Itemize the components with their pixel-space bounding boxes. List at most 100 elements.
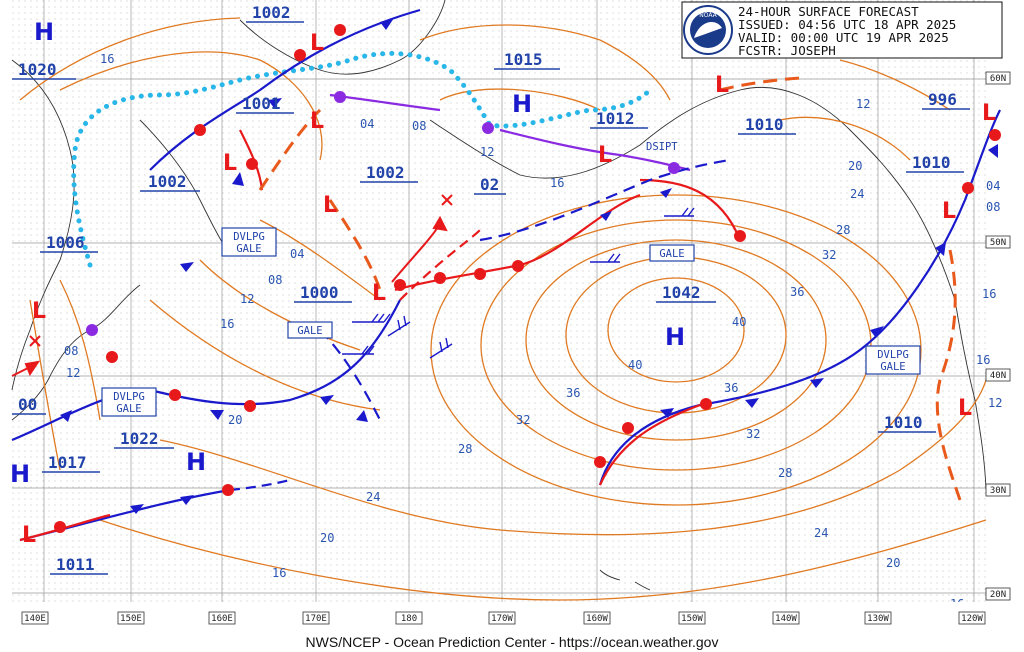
high-center: H: [512, 90, 532, 118]
isobar-value-labels: 16 04 08 12 16 12 20 24 04 08 12 16 08 1…: [64, 52, 1002, 611]
longitude-label: 140W: [775, 614, 797, 624]
isobar-value: 24: [814, 526, 828, 540]
latitude-label: 40N: [990, 371, 1006, 381]
isobar-value: 16: [272, 566, 286, 580]
storm-tracks: [11, 215, 448, 377]
isobar-value: 04: [986, 179, 1000, 193]
warning-text: DVLPG GALE: [113, 391, 145, 415]
longitude-label: 180: [401, 614, 417, 624]
wind-barbs: [342, 207, 695, 359]
isobar-value: 36: [724, 381, 738, 395]
low-center: L: [982, 101, 996, 126]
fronts: [11, 8, 1001, 542]
warning-text: DVLPG GALE: [877, 349, 909, 373]
isobar-value: 20: [320, 531, 334, 545]
pressure-label: 1042: [662, 283, 701, 302]
longitude-label: 160W: [586, 614, 608, 624]
latitude-label: 30N: [990, 486, 1006, 496]
isobar-value: 32: [516, 413, 530, 427]
low-center: L: [32, 299, 46, 324]
isobar-value: 28: [836, 223, 850, 237]
isobar-value: 20: [848, 159, 862, 173]
low-centers: L L L L L L L L L L L L: [22, 31, 996, 548]
longitude-label: 120W: [961, 614, 983, 624]
pressure-label: 1010: [912, 153, 951, 172]
pressure-label: 1000: [300, 283, 339, 302]
pressure-label: 1002: [252, 3, 291, 22]
pressure-label: 1010: [745, 115, 784, 134]
longitude-label: 170E: [305, 614, 327, 624]
isobar-value: 16: [220, 317, 234, 331]
pressure-label: 996: [928, 90, 957, 109]
dissipating-label: DSIPT: [646, 141, 678, 153]
warning-text: GALE: [659, 248, 684, 260]
high-centers: H H H H H: [10, 18, 685, 488]
latitude-label: 50N: [990, 238, 1006, 248]
isobar-value: 24: [366, 490, 380, 504]
isobar-value: 16: [982, 287, 996, 301]
isobar-value: 08: [268, 273, 282, 287]
low-center: L: [310, 109, 324, 134]
isobar-value: 12: [856, 97, 870, 111]
pressure-label: 1006: [46, 233, 85, 252]
low-center: L: [942, 199, 956, 224]
low-center: L: [310, 31, 324, 56]
latitude-label: 20N: [990, 590, 1006, 600]
longitude-label: 170W: [491, 614, 513, 624]
front-symbols: [54, 18, 1001, 533]
low-center: L: [22, 523, 36, 548]
isobar-value: 08: [986, 200, 1000, 214]
pressure-label: 1012: [596, 109, 635, 128]
warning-boxes: DVLPG GALE GALE GALE DVLPG GALE DVLPG GALE: [101, 227, 921, 417]
forecaster-line: FCSTR: JOSEPH: [738, 43, 836, 58]
pressure-label: 1002: [148, 172, 187, 191]
isobar-value: 04: [290, 247, 304, 261]
isobar-value: 28: [458, 442, 472, 456]
isobar-value: 12: [988, 396, 1002, 410]
warning-text: GALE: [297, 325, 322, 337]
x-markers: [29, 194, 453, 347]
isobar-value: 20: [228, 413, 242, 427]
isobar-value: 12: [66, 366, 80, 380]
isobar-value: 28: [778, 466, 792, 480]
pressure-label: 1001: [242, 94, 281, 113]
low-center: L: [223, 151, 237, 176]
warning-text: DVLPG GALE: [233, 231, 265, 255]
isobar-value: 32: [822, 248, 836, 262]
low-center: L: [372, 281, 386, 306]
longitude-label: 150W: [681, 614, 703, 624]
pressure-label: 1015: [504, 50, 543, 69]
latitude-axis: 60N 50N 40N 30N 20N: [985, 71, 1011, 601]
pressure-label: 1020: [18, 60, 57, 79]
longitude-axis: 140E 150E 160E 170E 180 170W 160W 150W 1…: [12, 602, 986, 630]
isobar-value: 24: [850, 187, 864, 201]
isobar-value: 16: [550, 176, 564, 190]
pressure-labels: 1002 1020 1001 1015 1012 1010 996 1002 1…: [18, 3, 957, 574]
isobar-value: 08: [412, 119, 426, 133]
pressure-label: 00: [18, 395, 37, 414]
longitude-label: 160E: [211, 614, 233, 624]
pressure-label: 1017: [48, 453, 87, 472]
coastlines: [11, 0, 987, 591]
longitude-label: 130W: [867, 614, 889, 624]
longitude-label: 150E: [120, 614, 142, 624]
low-center: L: [598, 143, 612, 168]
latitude-label: 60N: [990, 74, 1006, 84]
noaa-logo-text: NOAA: [699, 12, 717, 19]
high-center: H: [665, 323, 685, 351]
map-canvas: L L L L L L L L L L L L H H H H H 1002 1…: [10, 0, 1011, 630]
dotted-background: [12, 0, 986, 602]
longitude-label: 140E: [24, 614, 46, 624]
pressure-label: 1022: [120, 429, 159, 448]
isobar-value: 12: [240, 292, 254, 306]
isobar-value: 04: [360, 117, 374, 131]
high-center: H: [10, 460, 30, 488]
isobar-value: 16: [100, 52, 114, 66]
valid-line: VALID: 00:00 UTC 19 APR 2025: [738, 30, 949, 45]
isobar-value: 40: [628, 358, 642, 372]
issued-line: ISSUED: 04:56 UTC 18 APR 2025: [738, 17, 956, 32]
forecast-info-box: NOAA 24-HOUR SURFACE FORECAST ISSUED: 04…: [681, 1, 1003, 59]
pressure-underlines: [12, 21, 970, 575]
source-credit: NWS/NCEP - Ocean Prediction Center - htt…: [305, 634, 719, 650]
